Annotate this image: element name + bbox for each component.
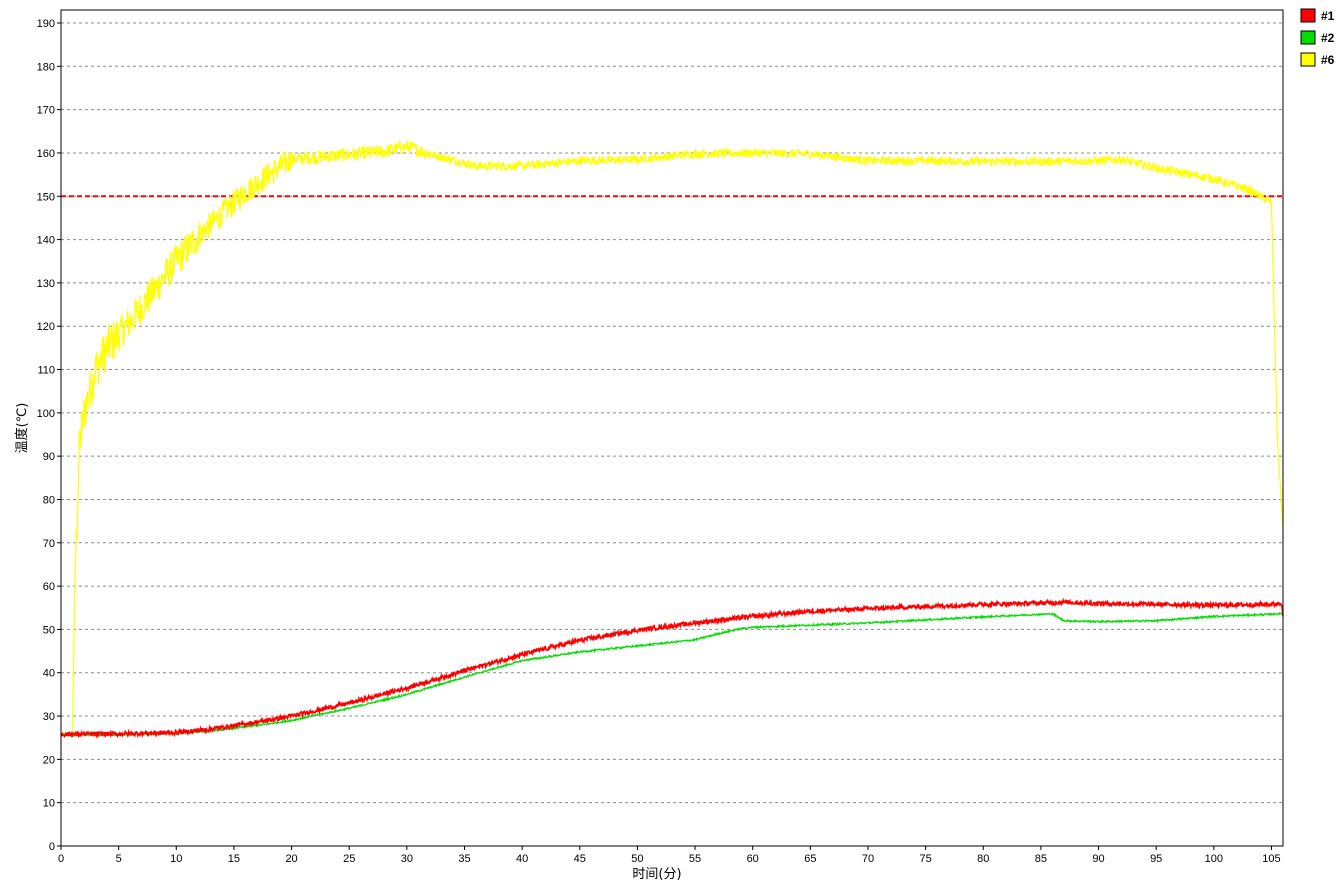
x-tick-label-80: 80 bbox=[977, 853, 989, 865]
series-line-6 bbox=[61, 139, 1284, 734]
y-tick-label-130: 130 bbox=[37, 278, 55, 290]
x-tick-label-50: 50 bbox=[631, 853, 643, 865]
y-tick-label-10: 10 bbox=[43, 798, 55, 810]
x-tick-label-70: 70 bbox=[862, 853, 874, 865]
y-tick-label-140: 140 bbox=[37, 235, 55, 247]
y-tick-label-170: 170 bbox=[37, 105, 55, 117]
x-tick-label-60: 60 bbox=[747, 853, 759, 865]
legend-label-2: #2 bbox=[1321, 31, 1335, 45]
legend: #1 #2 #6 bbox=[1300, 8, 1335, 67]
y-tick-label-30: 30 bbox=[43, 711, 55, 723]
x-tick-label-65: 65 bbox=[804, 853, 816, 865]
y-tick-label-50: 50 bbox=[43, 624, 55, 636]
x-tick-label-100: 100 bbox=[1205, 853, 1223, 865]
series-line-2 bbox=[60, 611, 1284, 738]
y-tick-label-20: 20 bbox=[43, 754, 55, 766]
y-tick-label-90: 90 bbox=[43, 451, 55, 463]
legend-swatch-2 bbox=[1300, 30, 1316, 45]
y-tick-label-120: 120 bbox=[37, 321, 55, 333]
x-tick-label-95: 95 bbox=[1150, 853, 1162, 865]
legend-swatch-1 bbox=[1300, 8, 1316, 23]
x-tick-label-0: 0 bbox=[58, 853, 64, 865]
x-tick-label-45: 45 bbox=[574, 853, 586, 865]
legend-swatch-6 bbox=[1300, 52, 1316, 67]
x-tick-label-90: 90 bbox=[1092, 853, 1104, 865]
y-tick-label-80: 80 bbox=[43, 494, 55, 506]
x-tick-label-10: 10 bbox=[170, 853, 182, 865]
x-axis-title: 时间(分) bbox=[632, 867, 681, 882]
y-tick-label-100: 100 bbox=[37, 408, 55, 420]
legend-label-1: #1 bbox=[1321, 9, 1335, 23]
y-tick-label-60: 60 bbox=[43, 581, 55, 593]
y-tick-label-40: 40 bbox=[43, 668, 55, 680]
y-tick-label-0: 0 bbox=[49, 841, 55, 853]
x-tick-label-25: 25 bbox=[343, 853, 355, 865]
y-tick-label-180: 180 bbox=[37, 61, 55, 73]
x-tick-label-105: 105 bbox=[1262, 853, 1280, 865]
y-axis-ticks: 0 10 20 30 40 50 60 70 80 90 100 110 120 130 140 150 160… bbox=[37, 18, 61, 853]
y-tick-label-110: 110 bbox=[37, 365, 55, 377]
x-tick-label-30: 30 bbox=[401, 853, 413, 865]
y-tick-label-160: 160 bbox=[37, 148, 55, 160]
x-tick-label-35: 35 bbox=[458, 853, 470, 865]
x-tick-label-75: 75 bbox=[919, 853, 931, 865]
x-tick-label-15: 15 bbox=[228, 853, 240, 865]
legend-label-6: #6 bbox=[1321, 53, 1335, 67]
x-tick-label-5: 5 bbox=[116, 853, 122, 865]
x-tick-label-40: 40 bbox=[516, 853, 528, 865]
series-layer bbox=[60, 139, 1284, 739]
x-tick-label-55: 55 bbox=[689, 853, 701, 865]
x-axis-ticks: 0 5 10 15 20 25 30 35 40 45 50 55 60 65 70 75 80 85 90 95 10… bbox=[58, 846, 1281, 865]
grid-lines bbox=[61, 22, 1283, 804]
x-tick-label-85: 85 bbox=[1035, 853, 1047, 865]
x-tick-label-20: 20 bbox=[285, 853, 297, 865]
series-line-1 bbox=[60, 597, 1284, 739]
y-tick-label-150: 150 bbox=[37, 191, 55, 203]
plot-frame bbox=[60, 9, 1284, 847]
y-tick-label-190: 190 bbox=[37, 18, 55, 30]
y-tick-label-70: 70 bbox=[43, 538, 55, 550]
y-axis-title: 温度(℃) bbox=[14, 403, 30, 454]
